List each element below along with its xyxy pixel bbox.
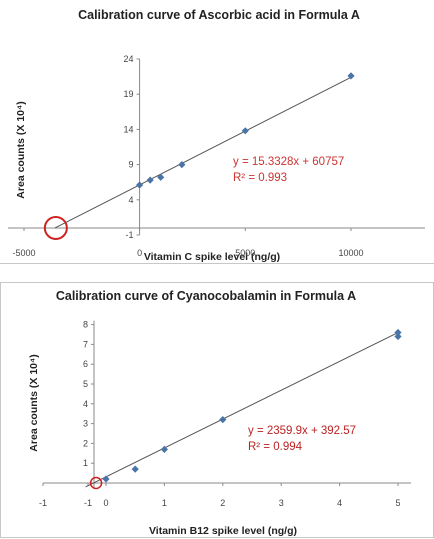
x-tick-label: -1 (84, 498, 92, 508)
data-point (135, 181, 144, 189)
y-tick-label: 14 (124, 124, 134, 134)
x-tick-label: -5000 (12, 248, 35, 258)
data-point (394, 328, 402, 337)
x-tick-label: 3 (279, 498, 284, 508)
regression-equation: y = 2359.9x + 392.57 (248, 425, 356, 437)
y-tick-label: 5 (83, 379, 88, 389)
ascorbic-chart-svg: Calibration curve of Ascorbic acid in Fo… (8, 8, 425, 263)
y-tick-label: 24 (124, 54, 134, 64)
data-point (178, 161, 186, 169)
trendline (54, 76, 352, 229)
data-point (131, 465, 139, 473)
data-point (146, 176, 154, 184)
x-intercept-circle (43, 215, 68, 240)
x-tick-label: 0 (137, 248, 142, 258)
y-axis-label: Area counts (X 10⁴) (28, 354, 40, 451)
chart-title: Calibration curve of Cyanocobalamin in F… (56, 289, 356, 303)
y-axis-label: Area counts (X 10⁴) (15, 101, 27, 198)
x-tick-label: 0 (103, 498, 108, 508)
x-tick-label: 4 (337, 498, 342, 508)
y-tick-label: -1 (126, 230, 134, 240)
y-tick-label: 9 (129, 160, 134, 170)
y-tick-label: 4 (83, 399, 88, 409)
y-tick-label: 19 (124, 89, 134, 99)
y-tick-label: 6 (83, 359, 88, 369)
x-tick-label: 5 (395, 498, 400, 508)
x-tick-label: 1 (162, 498, 167, 508)
y-tick-label: 7 (83, 339, 88, 349)
x-tick-label: -1 (39, 498, 47, 508)
y-tick-label: 3 (83, 419, 88, 429)
y-tick-label: 4 (129, 195, 134, 205)
data-point (102, 475, 110, 483)
x-axis-label: Vitamin C spike level (ng/g) (144, 251, 280, 263)
y-tick-label: 1 (83, 458, 88, 468)
r-squared: R² = 0.993 (233, 172, 287, 184)
chart-panel-cyanocobalamin: Calibration curve of Cyanocobalamin in F… (0, 282, 434, 538)
x-tick-label: 2 (220, 498, 225, 508)
x-tick-label: 10000 (338, 248, 363, 258)
x-axis-label: Vitamin B12 spike level (ng/g) (149, 525, 297, 537)
x-tick-label: 5000 (235, 248, 255, 258)
data-point (219, 416, 227, 424)
y-tick-label: 2 (83, 438, 88, 448)
data-point (157, 173, 165, 181)
data-point (241, 127, 249, 135)
r-squared: R² = 0.994 (248, 441, 303, 453)
chart-panel-ascorbic: Calibration curve of Ascorbic acid in Fo… (0, 0, 434, 264)
data-point (347, 72, 355, 80)
trendline (85, 332, 399, 488)
regression-equation: y = 15.3328x + 60757 (233, 156, 344, 168)
chart-title: Calibration curve of Ascorbic acid in Fo… (78, 8, 360, 22)
y-tick-label: 8 (83, 320, 88, 330)
x-intercept-circle (89, 476, 103, 490)
cyanocobalamin-chart-svg: Calibration curve of Cyanocobalamin in F… (28, 289, 411, 537)
